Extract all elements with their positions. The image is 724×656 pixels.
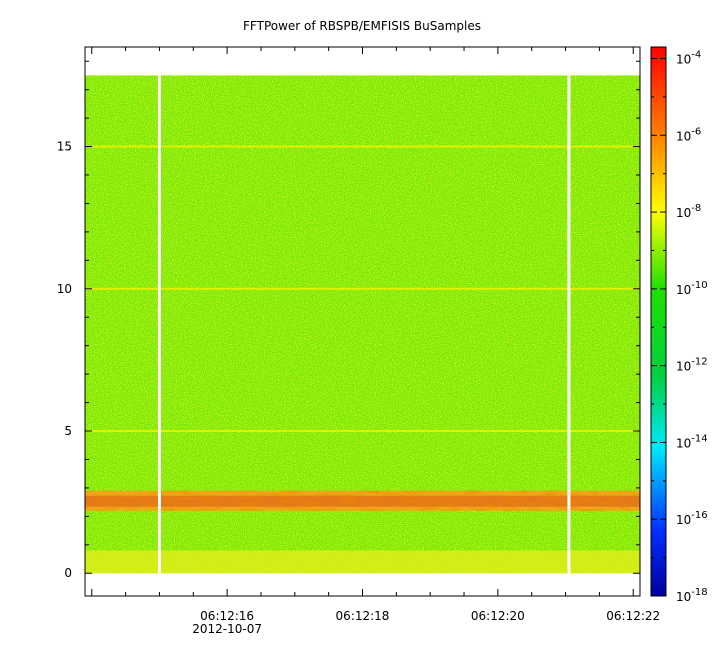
colorbar-tick-label: 10-16 <box>676 510 708 527</box>
x-tick-label: 06:12:22 <box>606 609 660 623</box>
colorbar: 10-18 10-16 10-14 10-12 10-10 10-8 10-6 10-4 <box>650 46 708 604</box>
y-tick-label: 10 <box>57 282 72 296</box>
data-gap <box>567 75 571 574</box>
colorbar-tick-label: 10-4 <box>676 50 701 67</box>
x-tick-label: 06:12:20 <box>471 609 525 623</box>
y-tick-label: 5 <box>64 424 72 438</box>
data-gap <box>157 75 161 574</box>
x-tick-label: 06:12:16 <box>200 609 254 623</box>
colorbar-tick-label: 10-14 <box>676 433 708 450</box>
low-frequency-floor <box>85 550 640 574</box>
y-tick-label: 0 <box>64 566 72 580</box>
plot-area <box>84 46 641 597</box>
colorbar-tick-label: 10-6 <box>676 126 701 143</box>
x-axis: 06:12:16 06:12:18 06:12:20 06:12:22 2012-10-… <box>91 47 660 636</box>
colorbar-tick-label: 10-12 <box>676 357 708 374</box>
wave-band-texture <box>85 490 640 511</box>
colorbar-tick-label: 10-8 <box>676 203 701 220</box>
chart-title: FFTPower of RBSPB/EMFISIS BuSamples <box>243 19 481 33</box>
y-axis: 0 5 10 15 <box>57 60 640 580</box>
y-tick-label: 15 <box>57 140 72 154</box>
x-tick-label: 06:12:18 <box>336 609 390 623</box>
x-date-label: 2012-10-07 <box>192 622 262 636</box>
heatmap-noise <box>85 75 640 574</box>
colorbar-tick-label: 10-10 <box>676 280 708 297</box>
colorbar-tick-label: 10-18 <box>676 587 708 604</box>
